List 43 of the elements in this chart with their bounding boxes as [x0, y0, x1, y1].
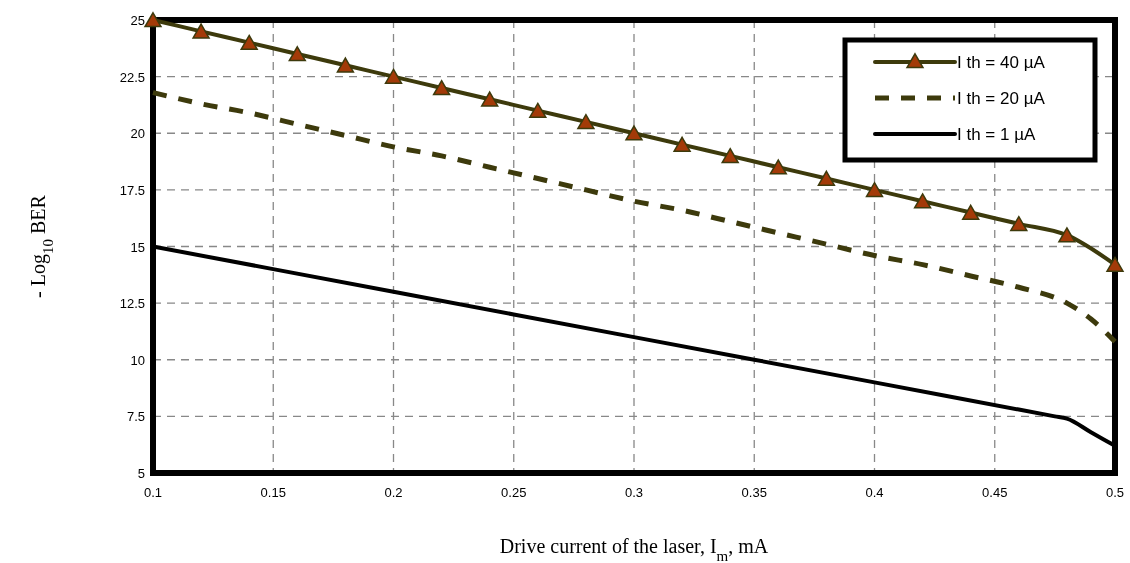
x-tick-label: 0.45: [982, 485, 1008, 500]
point: [192, 23, 210, 39]
x-tick-label: 0.3: [624, 485, 644, 500]
x-axis-title: Drive current of the laser, I$_{m}$, mA: [499, 535, 769, 563]
point: [625, 125, 643, 141]
x-tick-label: 0.4: [865, 485, 884, 500]
y-tick-label: 10: [130, 352, 145, 368]
y-tick-label: 22.5: [119, 69, 145, 85]
y-tick-label: 5: [137, 466, 145, 481]
point: [144, 12, 162, 28]
point: [673, 136, 691, 152]
point: [577, 113, 595, 130]
x-tick-label: 0.15: [260, 485, 286, 500]
x-tick-label: 0.35: [741, 485, 767, 500]
point: [721, 147, 739, 164]
point: [865, 181, 884, 198]
y-tick-label: 7.5: [126, 409, 145, 425]
y-tick-label: 15: [130, 239, 145, 255]
point: [1106, 256, 1124, 272]
point: [1010, 215, 1028, 232]
point: [769, 159, 788, 175]
legend-label: I th = 1 µA: [957, 125, 1036, 144]
point: [384, 68, 403, 84]
point: [913, 193, 932, 209]
point: [288, 46, 307, 62]
point: [432, 80, 451, 96]
legend-label: I th = 40 µA: [957, 53, 1046, 72]
point: [1058, 227, 1076, 243]
y-tick-label: 17.5: [119, 182, 145, 198]
y-tick-label: 12.5: [119, 296, 145, 312]
legend-label: I th = 20 µA: [957, 89, 1046, 108]
x-tick-label: 0.1: [143, 485, 163, 500]
y-tick-label: 25: [130, 13, 145, 28]
x-tick-label: 0.25: [501, 485, 527, 500]
x-tick-label: 0.2: [384, 485, 403, 500]
point: [480, 91, 499, 107]
point: [240, 34, 258, 50]
y-tick-label: 20: [130, 126, 145, 142]
x-tick-label: 0.5: [1105, 485, 1125, 500]
point: [961, 204, 980, 220]
point: [817, 170, 836, 186]
point: [529, 102, 547, 118]
point: [336, 57, 355, 73]
